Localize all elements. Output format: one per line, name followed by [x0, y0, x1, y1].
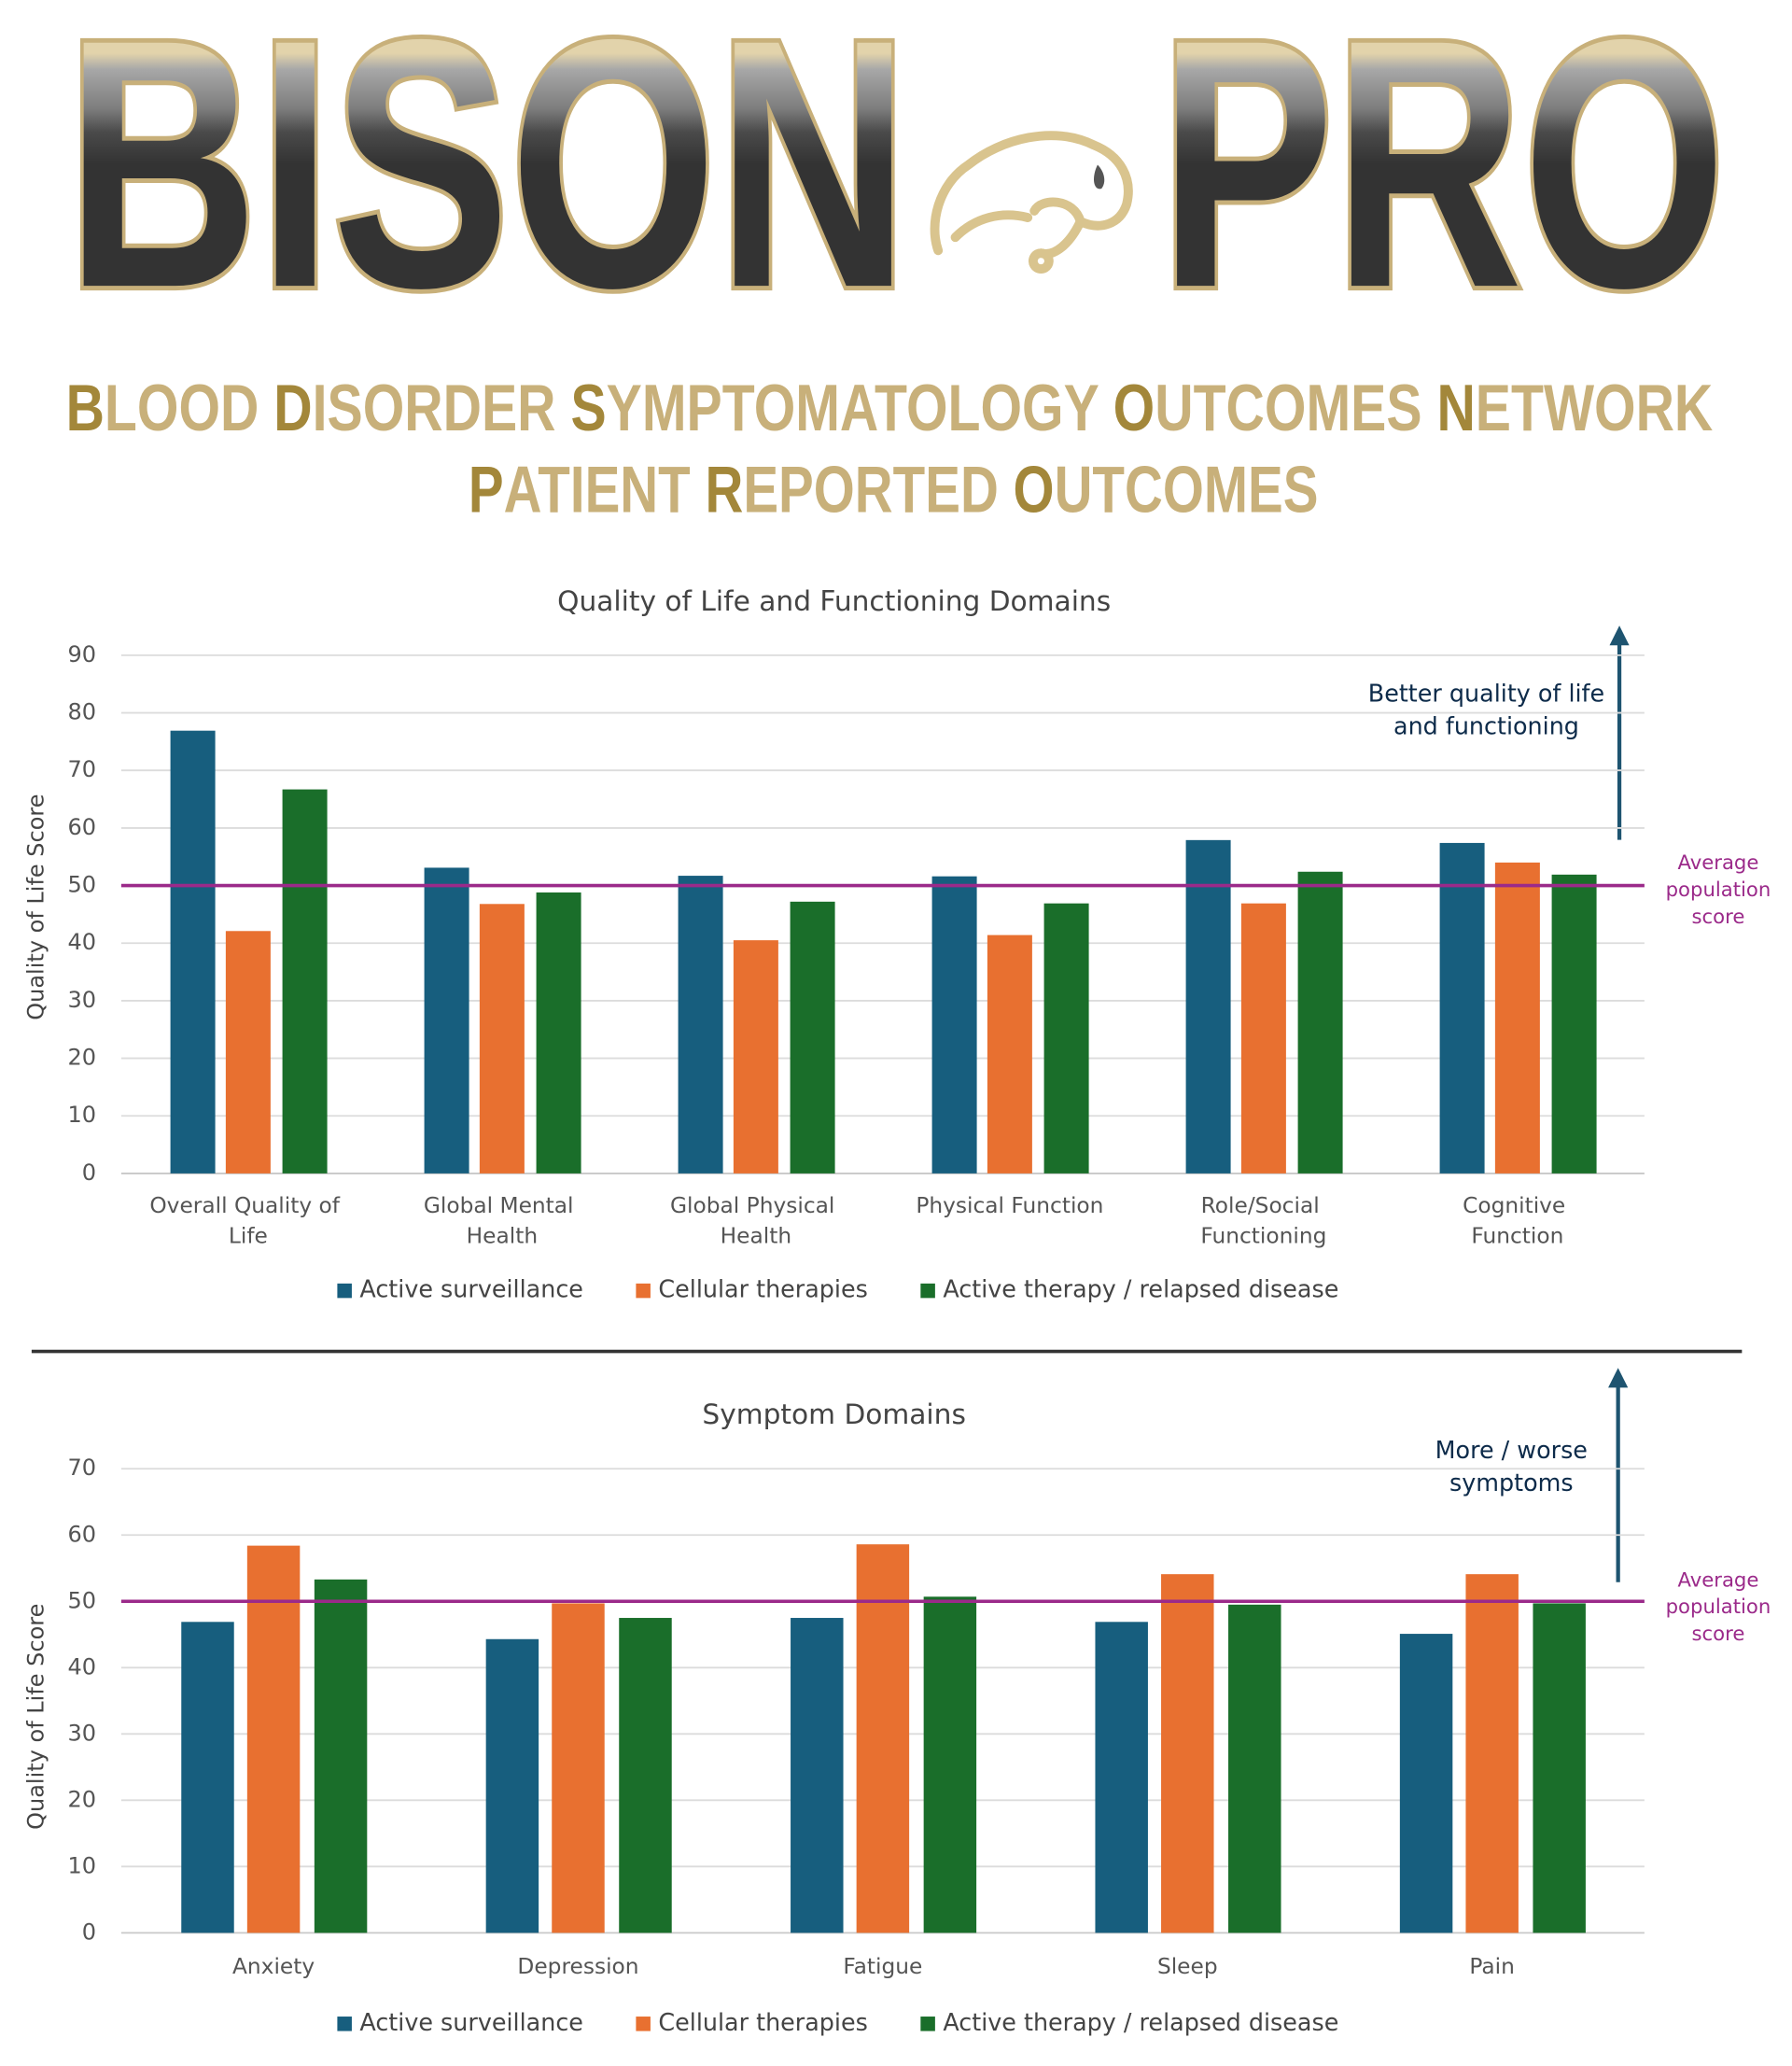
x-tick-label: Global Mental Health	[424, 1193, 581, 1248]
y-tick-label: 0	[82, 1159, 96, 1186]
subtitle: BLOOD DISORDER SYMPTOMATOLOGY OUTCOMES N…	[66, 371, 1714, 444]
bar	[225, 931, 271, 1174]
x-tick-label: Physical Function	[916, 1193, 1103, 1218]
y-tick-label: 0	[82, 1918, 96, 1945]
logo-word: BISON	[66, 0, 910, 361]
bison-icon	[930, 131, 1133, 274]
x-tick-label: Sleep	[1157, 1954, 1218, 1979]
bar	[791, 1618, 844, 1933]
bar	[1551, 874, 1597, 1174]
y-tick-label: 70	[68, 756, 97, 782]
bar	[424, 867, 469, 1174]
annotation: and functioning	[1393, 712, 1579, 740]
y-tick-label: 60	[68, 1521, 97, 1547]
reference-label: population	[1666, 1595, 1771, 1618]
bar	[1399, 1634, 1453, 1933]
bar	[314, 1579, 368, 1933]
bar	[1185, 839, 1231, 1174]
bar	[181, 1622, 234, 1933]
subtitle: PATIENT REPORTED OUTCOMES	[469, 452, 1319, 526]
bar	[1533, 1603, 1586, 1933]
y-tick-label: 90	[68, 641, 97, 668]
y-tick-label: 20	[68, 1045, 97, 1071]
y-axis-label: Quality of Life Score	[23, 794, 49, 1019]
legend-marker	[636, 1283, 651, 1299]
legend-marker	[920, 2017, 935, 2031]
y-tick-label: 10	[68, 1852, 97, 1878]
x-tick-label: Global Physical Health	[670, 1193, 842, 1248]
bar	[485, 1638, 539, 1933]
bar	[923, 1596, 977, 1933]
legend-label: Active therapy / relapsed disease	[943, 1275, 1338, 1303]
y-tick-label: 40	[68, 929, 97, 955]
x-tick-label: Role/Social Functioning	[1200, 1193, 1326, 1248]
bar	[856, 1544, 910, 1933]
legend-marker	[337, 1283, 352, 1299]
reference-label: score	[1692, 1622, 1745, 1645]
x-tick-label: Fatigue	[843, 1954, 922, 1979]
bar	[1494, 862, 1540, 1174]
y-tick-label: 50	[68, 872, 97, 898]
reference-label: population	[1666, 878, 1771, 901]
y-tick-label: 30	[68, 987, 97, 1013]
y-tick-label: 70	[68, 1455, 97, 1481]
y-tick-label: 30	[68, 1720, 97, 1746]
legend-marker	[920, 1283, 935, 1299]
bar	[790, 901, 835, 1174]
bar	[536, 892, 581, 1174]
legend-marker	[636, 2017, 651, 2031]
x-tick-label: Pain	[1469, 1954, 1514, 1979]
logo-word: PRO	[1159, 0, 1726, 361]
x-tick-label: Anxiety	[232, 1954, 315, 1979]
bar	[1095, 1622, 1148, 1933]
bar	[282, 789, 328, 1174]
bar	[987, 935, 1032, 1174]
annotation: More / worse	[1435, 1436, 1588, 1464]
y-tick-label: 20	[68, 1786, 97, 1812]
chart-title: Quality of Life and Functioning Domains	[557, 584, 1111, 617]
y-tick-label: 40	[68, 1653, 97, 1680]
y-tick-label: 50	[68, 1587, 97, 1613]
bar	[1240, 903, 1286, 1174]
bar	[619, 1618, 672, 1933]
bar	[246, 1545, 301, 1933]
bar	[479, 904, 525, 1174]
reference-label: score	[1692, 905, 1745, 928]
bar	[1228, 1604, 1281, 1933]
bar	[552, 1603, 605, 1933]
bar	[931, 876, 977, 1174]
y-axis-label: Quality of Life Score	[23, 1604, 49, 1830]
bar	[1297, 871, 1343, 1174]
legend-label: Active surveillance	[359, 2008, 583, 2036]
legend-label: Cellular therapies	[658, 1275, 867, 1303]
y-tick-label: 60	[68, 814, 97, 840]
legend-label: Cellular therapies	[658, 2008, 867, 2036]
annotation: symptoms	[1449, 1469, 1574, 1497]
y-tick-label: 80	[68, 699, 97, 725]
bar	[733, 940, 778, 1174]
x-tick-label: Overall Quality of Life	[149, 1193, 346, 1248]
bison-horn	[1093, 164, 1105, 190]
bar	[1465, 1574, 1519, 1933]
legend-marker	[337, 2017, 352, 2031]
reference-label: Average	[1677, 1567, 1758, 1591]
bar	[1043, 903, 1089, 1174]
bar	[1161, 1574, 1214, 1933]
bar	[170, 730, 216, 1174]
reference-label: Average	[1677, 850, 1758, 874]
legend-label: Active therapy / relapsed disease	[943, 2008, 1338, 2036]
legend-label: Active surveillance	[359, 1275, 583, 1303]
y-tick-label: 10	[68, 1102, 97, 1128]
chart-title: Symptom Domains	[702, 1398, 966, 1430]
annotation: Better quality of life	[1368, 679, 1604, 707]
x-tick-label: Cognitive Function	[1463, 1193, 1573, 1248]
x-tick-label: Depression	[517, 1954, 638, 1979]
bar	[1439, 842, 1485, 1174]
bar	[678, 876, 723, 1174]
